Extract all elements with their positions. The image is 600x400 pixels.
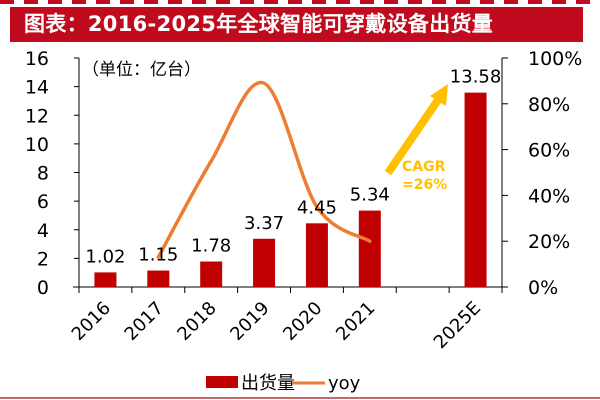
x-tick-label: 2021 (332, 298, 379, 345)
left-tick-label: 14 (25, 77, 49, 99)
legend-line-label: yoy (328, 373, 361, 394)
x-tick-label: 2020 (279, 298, 326, 345)
left-tick-label: 6 (37, 191, 49, 213)
bar-series (94, 92, 487, 287)
legend-bar-label: 出货量 (241, 373, 295, 394)
bar-value-label: 5.34 (350, 185, 390, 206)
left-tick-label: 0 (37, 277, 49, 299)
bar (253, 238, 276, 287)
left-tick-label: 2 (37, 248, 49, 270)
bar (200, 261, 223, 287)
bar (358, 210, 381, 287)
left-tick-label: 8 (37, 163, 49, 185)
arrow-shaft (384, 97, 442, 176)
bar-value-label: 3.37 (244, 213, 284, 234)
x-tick-label: 2019 (226, 298, 273, 345)
arrow-head-icon (430, 84, 448, 106)
right-tick-label: 80% (528, 94, 570, 116)
x-tick-label: 2016 (68, 298, 115, 345)
right-tick-label: 60% (528, 140, 570, 162)
right-tick-label: 0% (528, 277, 558, 299)
top-dashed-border (0, 0, 600, 4)
right-tick-label: 40% (528, 185, 570, 207)
left-tick-label: 10 (25, 134, 49, 156)
data-labels: 1.02 1.15 1.78 3.37 4.45 5.34 13.58 (85, 67, 501, 268)
legend: 出货量 yoy (206, 373, 361, 394)
bar (305, 223, 328, 287)
chart-title: 图表：2016-2025年全球智能可穿戴设备出货量 (10, 7, 583, 42)
legend-bar-swatch (206, 376, 238, 388)
cagr-label: CAGR (402, 159, 446, 175)
cagr-value: =26% (402, 177, 447, 193)
bar (94, 272, 117, 287)
bar-value-label: 13.58 (450, 67, 502, 88)
x-tick-label: 2017 (121, 298, 168, 345)
cagr-arrow: CAGR =26% (384, 84, 448, 193)
bar-value-label: 1.15 (138, 245, 178, 266)
left-tick-label: 4 (37, 220, 49, 242)
x-tick-label: 2025E (430, 298, 485, 353)
bar-value-label: 1.78 (191, 236, 231, 257)
left-tick-label: 12 (25, 105, 49, 127)
bar-value-label: 1.02 (85, 246, 125, 267)
left-tick-label: 16 (25, 48, 49, 70)
bar (147, 270, 170, 287)
bar (464, 92, 487, 287)
bottom-divider (0, 397, 600, 399)
yoy-line-series (156, 80, 372, 259)
right-tick-label: 20% (528, 231, 570, 253)
yoy-line (156, 80, 372, 259)
unit-label: （单位：亿台） (82, 60, 201, 80)
bar-value-label: 4.45 (297, 197, 337, 218)
x-tick-label: 2018 (173, 298, 220, 345)
right-tick-label: 100% (528, 48, 582, 70)
